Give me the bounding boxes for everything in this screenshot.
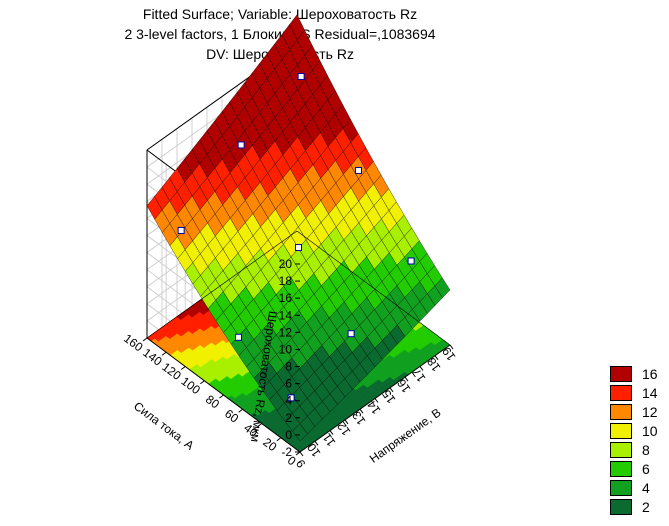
- observed-point: [355, 167, 362, 175]
- z-tick-label: 2: [285, 411, 292, 425]
- x-tick-mark: [314, 440, 319, 446]
- observed-point: [407, 257, 415, 265]
- observed-point: [295, 244, 302, 251]
- legend-item: 12: [610, 404, 669, 422]
- y-tick-mark: [276, 437, 282, 442]
- legend-swatch: [610, 480, 632, 496]
- z-tick-label: 20: [279, 257, 293, 271]
- y-tick-label: 60: [222, 406, 241, 425]
- legend-item: 6: [610, 461, 669, 479]
- z-tick-label: 6: [285, 377, 292, 391]
- legend-swatch: [610, 499, 632, 515]
- y-tick-mark: [295, 451, 301, 456]
- observed-point: [177, 226, 185, 234]
- z-tick-label: -2: [281, 445, 292, 459]
- x-tick-mark: [299, 451, 304, 457]
- y-tick-mark: [257, 423, 263, 427]
- legend-label: 4: [642, 480, 650, 496]
- x-tick-mark: [449, 344, 454, 350]
- legend-label: 12: [642, 404, 658, 420]
- x-tick-mark: [389, 387, 394, 393]
- legend-swatch: [610, 423, 632, 439]
- observed-point: [287, 394, 295, 402]
- y-tick-mark: [180, 366, 186, 370]
- surface-cell: [292, 423, 308, 442]
- x-tick-mark: [329, 430, 334, 435]
- box-edge: [146, 230, 298, 339]
- chart-title-line-2: 2 3-level factors, 1 Блоки; MS Residual=…: [124, 26, 436, 42]
- legend-item: 2: [610, 499, 669, 517]
- z-tick-label: 16: [279, 291, 293, 305]
- y-tick-mark: [142, 337, 148, 342]
- legend-item: 16: [610, 366, 669, 384]
- fitted-surface: [146, 14, 451, 442]
- legend-swatch: [610, 461, 632, 477]
- x-axis-title: Напряжение, В: [367, 405, 444, 465]
- legend-label: 10: [642, 423, 658, 439]
- z-tick-label: 10: [279, 342, 293, 356]
- y-tick-mark: [238, 408, 243, 413]
- legend-label: 8: [642, 442, 650, 458]
- legend-swatch: [610, 366, 632, 382]
- x-tick-mark: [419, 366, 424, 371]
- y-tick-mark: [161, 351, 167, 356]
- legend-swatch: [610, 385, 632, 401]
- legend-item: 8: [610, 442, 669, 460]
- observed-point: [237, 141, 245, 149]
- x-tick-mark: [404, 376, 409, 382]
- y-tick-mark: [219, 394, 224, 399]
- y-tick-label: 160: [121, 331, 146, 354]
- legend-label: 16: [642, 366, 658, 382]
- observed-point: [297, 72, 305, 80]
- observed-point: [235, 333, 242, 341]
- legend-item: 10: [610, 423, 669, 441]
- x-tick-mark: [359, 408, 364, 414]
- z-tick-label: 4: [285, 394, 292, 408]
- z-tick-label: 12: [279, 325, 293, 339]
- legend-swatch: [610, 404, 632, 420]
- legend-item: 4: [610, 480, 669, 498]
- observed-point: [347, 330, 355, 338]
- observed-points: [177, 72, 415, 402]
- x-tick-mark: [374, 398, 379, 403]
- z-tick-label: 18: [279, 274, 293, 288]
- y-tick-label: 80: [203, 392, 222, 411]
- z-tick-label: 0: [285, 428, 292, 442]
- z-tick-label: 8: [285, 360, 292, 374]
- legend-label: 2: [642, 499, 650, 515]
- y-tick-mark: [200, 380, 205, 385]
- legend-label: 14: [642, 385, 658, 401]
- legend-item: 14: [610, 385, 669, 403]
- legend-swatch: [610, 442, 632, 458]
- legend-label: 6: [642, 461, 650, 477]
- y-axis-title: Сила тока, А: [131, 399, 197, 453]
- z-tick-label: 14: [279, 308, 293, 322]
- x-tick-mark: [434, 355, 439, 361]
- x-tick-mark: [344, 419, 349, 425]
- chart-title-line-1: Fitted Surface; Variable: Шероховатость …: [142, 6, 418, 22]
- box-edge: [296, 230, 451, 346]
